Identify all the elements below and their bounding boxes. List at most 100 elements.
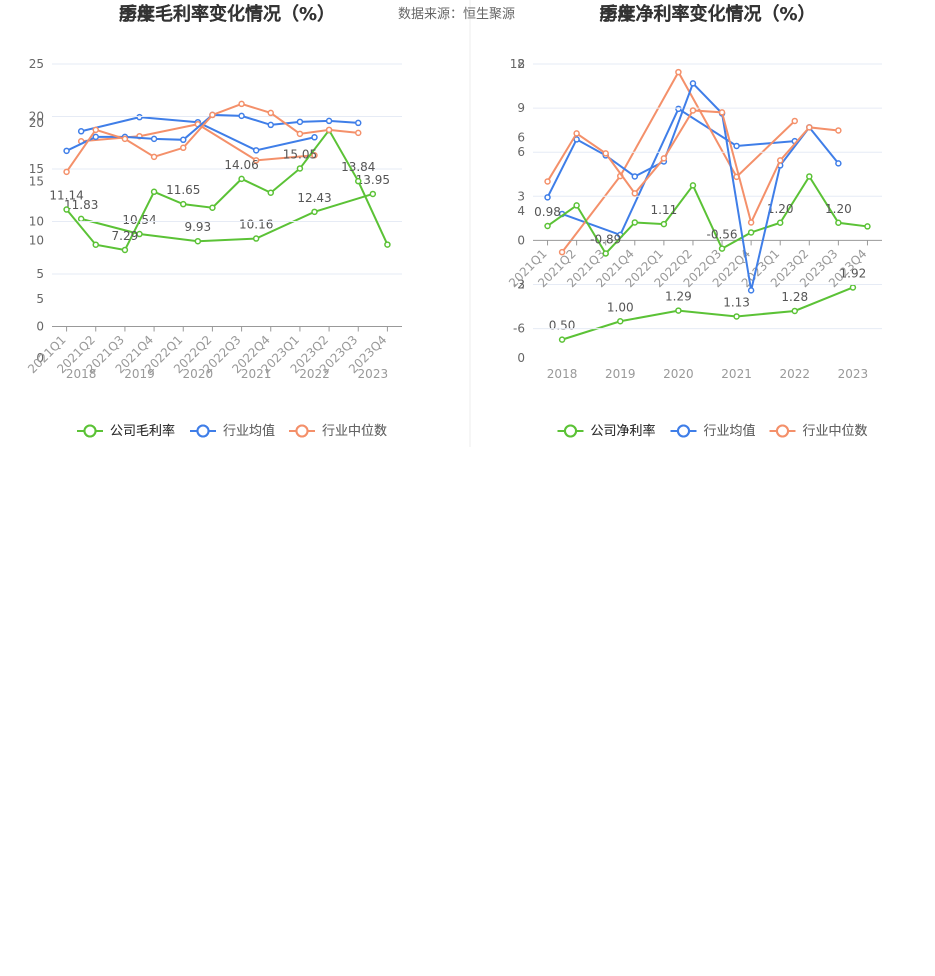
y-tick-label: 5 (36, 292, 44, 306)
data-point (296, 165, 304, 172)
chart-title: 历年净利率变化情况（%） (599, 3, 815, 25)
data-point (252, 147, 260, 154)
legend-label: 行业中位数 (322, 424, 387, 439)
data-point (355, 177, 362, 185)
data-point (63, 206, 70, 213)
series-line (546, 174, 868, 256)
y-tick-label: 6 (517, 131, 525, 145)
data-point (835, 127, 842, 134)
y-tick-label: 15 (29, 162, 44, 176)
data-point (631, 219, 639, 226)
x-tick-label: 2021 (241, 367, 272, 381)
data-point (355, 129, 362, 137)
data-point (77, 215, 85, 223)
x-tick-label: 2022 (299, 367, 330, 381)
data-label: 11.14 (49, 189, 83, 203)
data-point (544, 222, 551, 230)
data-point (776, 219, 784, 227)
y-tick-label: 12 (510, 57, 525, 71)
data-point (849, 284, 857, 291)
data-point (150, 188, 158, 196)
y-tick-label: 5 (36, 267, 44, 281)
data-point (180, 144, 187, 152)
legend-label: 行业均值 (223, 423, 275, 439)
data-label: 13.95 (356, 173, 390, 187)
data-label: 0.98 (534, 205, 561, 219)
data-point (573, 202, 580, 209)
y-tick-label: 9 (517, 101, 525, 115)
data-label: 1.92 (840, 266, 867, 280)
y-tick-label: 2 (517, 278, 525, 292)
data-point (267, 109, 274, 117)
data-point (150, 135, 158, 143)
y-tick-label: 6 (517, 145, 525, 159)
data-point (806, 124, 813, 131)
legend-label: 行业中位数 (803, 424, 868, 439)
series-line (65, 128, 389, 252)
y-tick-label: 3 (517, 189, 525, 203)
data-label: 1.11 (651, 203, 678, 217)
data-point (747, 219, 755, 226)
data-label: 0.50 (549, 319, 576, 333)
data-point (311, 208, 318, 216)
data-label: 9.93 (184, 220, 211, 234)
data-point (791, 117, 798, 125)
data-point (675, 105, 682, 113)
y-tick-label: -6 (513, 322, 525, 336)
chart-title: 季度净利率变化情况（%） (599, 3, 815, 25)
data-point (689, 107, 697, 114)
data-point (311, 134, 318, 141)
data-point (660, 155, 668, 162)
legend-label: 行业中位数 (322, 424, 387, 439)
legend-icon (196, 424, 210, 438)
data-point (77, 128, 85, 135)
legend-label: 行业均值 (704, 423, 756, 439)
source-note: 数据来源：恒生聚源 (398, 7, 516, 22)
data-label: 1.13 (723, 295, 750, 309)
x-tick-label: 2019 (124, 367, 155, 381)
y-tick-label: 20 (29, 116, 44, 130)
y-tick-label: 20 (29, 110, 44, 124)
series-line (561, 107, 795, 237)
data-point (180, 200, 187, 208)
data-point (209, 204, 216, 211)
legend-label: 公司毛利率 (110, 423, 175, 439)
legend-label: 行业中位数 (803, 424, 868, 439)
y-tick-label: 0 (36, 351, 44, 365)
data-label: 7.29 (112, 229, 139, 243)
data-point (384, 241, 391, 248)
y-tick-label: 25 (29, 57, 44, 71)
x-tick-label: 2020 (183, 367, 214, 381)
y-tick-label: 0 (517, 351, 525, 365)
data-label: 10.16 (239, 218, 273, 232)
data-point (369, 190, 377, 198)
data-label: 1.00 (607, 300, 634, 314)
data-label: 15.05 (283, 147, 317, 161)
legend-label: 行业均值 (223, 423, 275, 439)
data-point (252, 157, 260, 164)
data-point (150, 153, 158, 161)
legend-icon (83, 424, 97, 438)
x-tick-label: 2018 (547, 367, 578, 381)
y-tick-label: 0 (517, 233, 525, 247)
data-point (92, 126, 99, 134)
data-point (267, 121, 274, 129)
data-label: 1.20 (767, 202, 794, 216)
y-tick-label: 4 (517, 204, 525, 218)
y-tick-label: 10 (29, 233, 44, 247)
data-point (136, 230, 143, 238)
legend-label: 公司净利率 (591, 423, 656, 439)
data-point (718, 245, 726, 252)
data-point (617, 318, 624, 325)
data-point (776, 157, 784, 164)
data-point (92, 241, 99, 248)
data-point (63, 147, 70, 155)
data-point (238, 112, 245, 120)
data-point (180, 136, 187, 144)
data-point (238, 175, 245, 183)
series-line (561, 286, 854, 341)
legend-icon (295, 424, 309, 438)
data-point (355, 119, 362, 127)
x-tick-label: 2021 (721, 367, 752, 381)
